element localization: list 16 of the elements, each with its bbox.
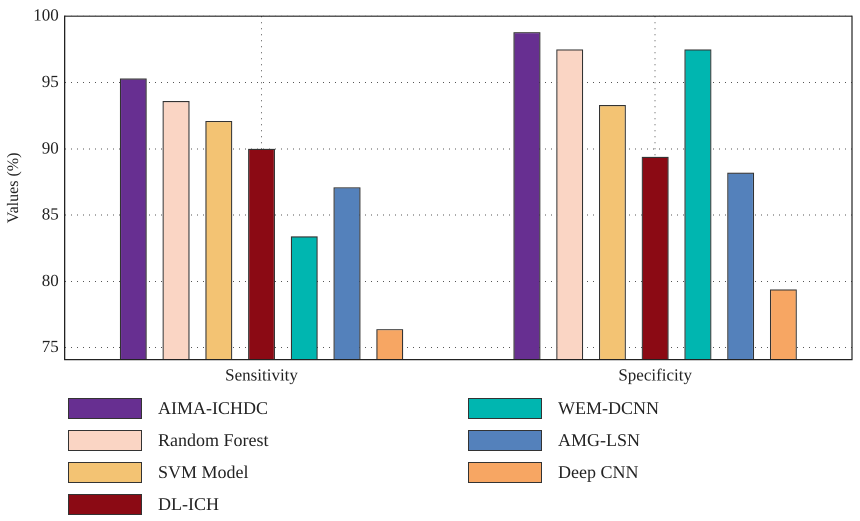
legend-label: Deep CNN	[558, 462, 638, 482]
x-tick-label: Sensitivity	[225, 365, 298, 384]
y-tick-label: 85	[42, 204, 59, 224]
y-axis-title: Values (%)	[4, 152, 22, 224]
y-tick-label: 90	[42, 138, 59, 158]
y-tick-label: 95	[42, 72, 59, 91]
y-tick-label: 80	[42, 270, 59, 290]
legend-label: AIMA-ICHDC	[158, 398, 268, 418]
legend-label: DL-ICH	[158, 494, 219, 514]
legend-label: SVM Model	[158, 462, 249, 482]
y-tick-label: 100	[33, 6, 59, 25]
legend-label: WEM-DCNN	[558, 398, 659, 418]
x-tick-label: Specificity	[618, 365, 692, 384]
y-tick-label: 75	[42, 337, 59, 356]
legend-label: AMG-LSN	[558, 430, 640, 450]
legend-label: Random Forest	[158, 430, 268, 450]
